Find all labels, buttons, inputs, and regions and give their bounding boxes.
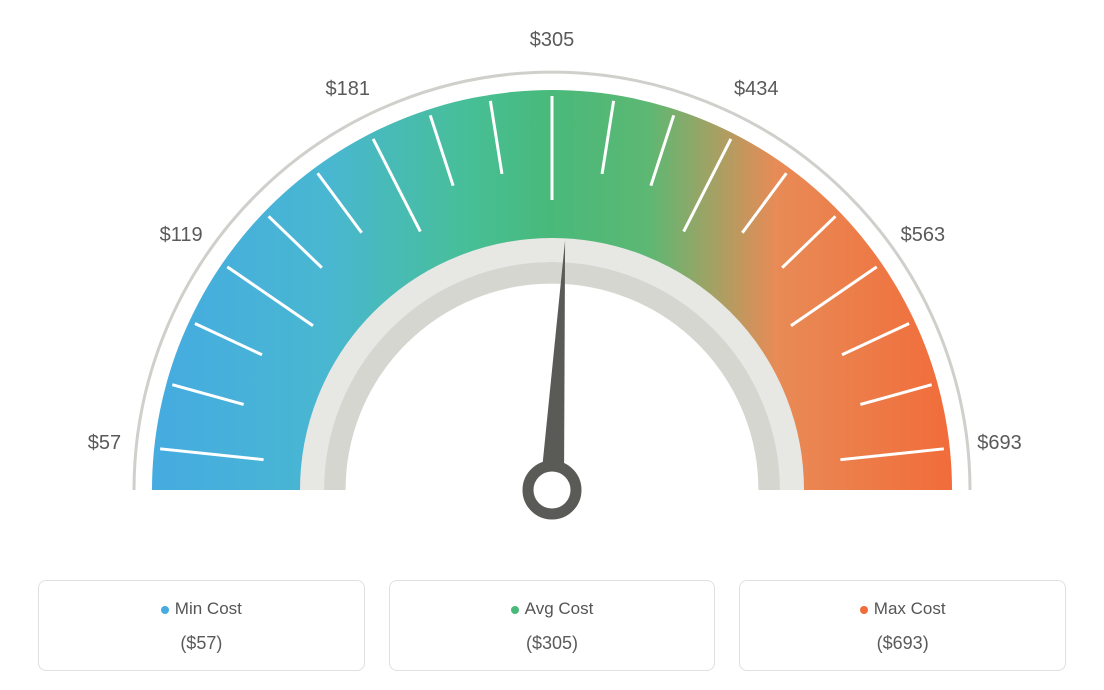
legend-label-text: Max Cost bbox=[874, 599, 946, 618]
legend-value: ($693) bbox=[756, 633, 1049, 654]
tick-label: $119 bbox=[160, 224, 203, 246]
legend-label-text: Avg Cost bbox=[525, 599, 594, 618]
tick-label: $693 bbox=[977, 432, 1022, 454]
dot-icon bbox=[860, 606, 868, 614]
gauge-container: $57 $119 $181 $305 $434 $563 $693 bbox=[30, 20, 1074, 560]
legend-label-text: Min Cost bbox=[175, 599, 242, 618]
dot-icon bbox=[511, 606, 519, 614]
tick-label: $57 bbox=[88, 432, 121, 454]
tick-label: $181 bbox=[325, 78, 370, 100]
legend-label: Avg Cost bbox=[406, 599, 699, 619]
dot-icon bbox=[161, 606, 169, 614]
legend-card-min: Min Cost ($57) bbox=[38, 580, 365, 671]
tick-label: $434 bbox=[734, 78, 779, 100]
legend-row: Min Cost ($57) Avg Cost ($305) Max Cost … bbox=[30, 580, 1074, 671]
legend-value: ($57) bbox=[55, 633, 348, 654]
legend-value: ($305) bbox=[406, 633, 699, 654]
tick-label: $305 bbox=[530, 29, 575, 51]
legend-card-avg: Avg Cost ($305) bbox=[389, 580, 716, 671]
cost-gauge-wrapper: $57 $119 $181 $305 $434 $563 $693 Min Cost ($5… bbox=[0, 0, 1104, 690]
tick-label: $563 bbox=[901, 224, 946, 246]
legend-card-max: Max Cost ($693) bbox=[739, 580, 1066, 671]
gauge-svg: $57 $119 $181 $305 $434 $563 $693 bbox=[30, 20, 1074, 560]
needle-hub bbox=[528, 466, 576, 514]
legend-label: Max Cost bbox=[756, 599, 1049, 619]
legend-label: Min Cost bbox=[55, 599, 348, 619]
